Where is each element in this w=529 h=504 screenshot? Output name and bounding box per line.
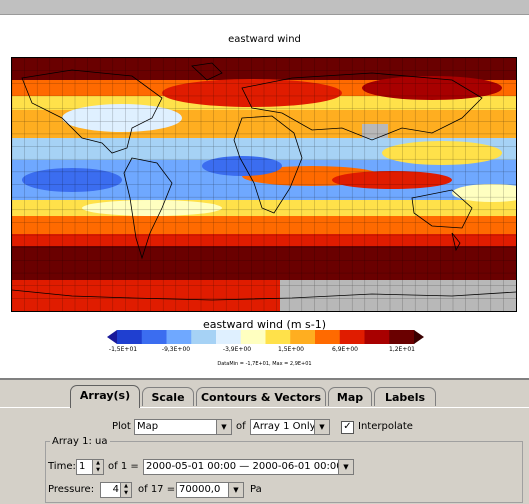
colorbar-tick: 6,9E+00 <box>332 346 358 353</box>
time-select[interactable]: 2000-05-01 00:00 — 2000-06-01 00:00 ▼ <box>143 459 354 475</box>
pressure-unit: Pa <box>250 484 262 495</box>
colorbar-swatch <box>191 330 217 344</box>
pressure-index-spinner[interactable]: 4 ▲ ▼ <box>100 482 132 498</box>
colorbar-swatch <box>339 330 365 344</box>
colorbar-title: eastward wind (m s-1) <box>202 318 327 331</box>
colorbar-swatch <box>117 330 143 344</box>
colorbar-swatch <box>389 330 415 344</box>
colorbar-swatch <box>166 330 192 344</box>
pressure-of-label: of 17 = <box>138 484 176 495</box>
missing-data-tibet <box>362 124 388 138</box>
tab-contours-vectors[interactable]: Contours & Vectors <box>196 387 326 406</box>
patch-african-easterly <box>202 156 282 176</box>
chevron-down-icon[interactable]: ▼ <box>216 420 231 434</box>
plot-title: eastward wind <box>228 34 301 45</box>
colorbar-min-arrow <box>107 330 117 344</box>
group-title: Array 1: ua <box>50 436 110 447</box>
plot-label: Plot <box>112 421 131 432</box>
patch-pacific-jet <box>362 76 502 100</box>
spinner-arrows-icon[interactable]: ▲ ▼ <box>120 483 131 497</box>
colorbar-tick: -3,9E+00 <box>222 346 252 353</box>
colorbar-tick: -1,5E+01 <box>108 346 138 353</box>
interpolate-label: Interpolate <box>358 421 413 432</box>
time-index-value: 1 <box>79 461 86 472</box>
pressure-index-value: 4 <box>112 484 119 495</box>
colorbar-swatch <box>141 330 167 344</box>
colorbar <box>107 330 424 344</box>
patch-indian-ocean <box>332 171 452 189</box>
colorbar-tick: -9,3E+00 <box>161 346 191 353</box>
chevron-down-icon[interactable]: ▼ <box>314 420 329 434</box>
data-range-stats: DataMin = -1,7E+01, Max = 2,9E+01 <box>217 361 312 367</box>
patch-pacific-easterly <box>22 168 122 192</box>
spinner-arrows-icon[interactable]: ▲ ▼ <box>92 460 103 474</box>
grid <box>12 58 516 311</box>
colorbar-swatch <box>315 330 341 344</box>
colorbar-swatch <box>216 330 242 344</box>
tab-labels[interactable]: Labels <box>374 387 436 406</box>
missing-data-antarctica <box>280 280 516 311</box>
colorbar-swatch <box>364 330 390 344</box>
patch-south-atlantic <box>82 200 222 216</box>
arrays-panel <box>0 407 529 504</box>
of-label: of <box>236 421 246 432</box>
time-label: Time: <box>48 461 76 472</box>
wind-field-svg <box>12 58 516 311</box>
pressure-label: Pressure: <box>48 484 95 495</box>
patch-east-pacific <box>452 184 516 202</box>
colorbar-max-arrow <box>414 330 424 344</box>
tab-map[interactable]: Map <box>328 387 372 406</box>
time-of-label: of 1 = <box>108 461 139 472</box>
pressure-select-value: 70000,0 <box>179 484 221 495</box>
separator <box>0 378 529 380</box>
patch-north-jet-core <box>162 79 342 107</box>
pressure-select[interactable]: 70000,0 ▼ <box>176 482 244 498</box>
chevron-down-icon[interactable]: ▼ <box>228 483 243 497</box>
array-select-value: Array 1 Only <box>253 421 316 432</box>
time-index-spinner[interactable]: 1 ▲ ▼ <box>76 459 104 475</box>
colorbar-swatch <box>265 330 291 344</box>
tab-scale[interactable]: Scale <box>142 387 194 406</box>
patch-pacific-west <box>382 141 502 165</box>
colorbar-swatch <box>290 330 316 344</box>
top-toolbar <box>0 0 529 15</box>
colorbar-swatch <box>240 330 266 344</box>
coastlines <box>12 62 516 301</box>
chevron-down-icon[interactable]: ▼ <box>338 460 353 474</box>
plot-type-select[interactable]: Map ▼ <box>134 419 232 435</box>
tab-arrays[interactable]: Array(s) <box>70 385 140 408</box>
time-select-value: 2000-05-01 00:00 — 2000-06-01 00:00 <box>146 461 343 472</box>
plot-type-value: Map <box>137 421 159 432</box>
interpolate-checkbox[interactable]: ✓ <box>341 421 354 434</box>
colorbar-tick: 1,5E+00 <box>278 346 304 353</box>
colorbar-tick: 1,2E+01 <box>389 346 415 353</box>
array-select[interactable]: Array 1 Only ▼ <box>250 419 330 435</box>
wind-map <box>11 57 517 312</box>
patch-atlantic-calm <box>62 104 182 132</box>
